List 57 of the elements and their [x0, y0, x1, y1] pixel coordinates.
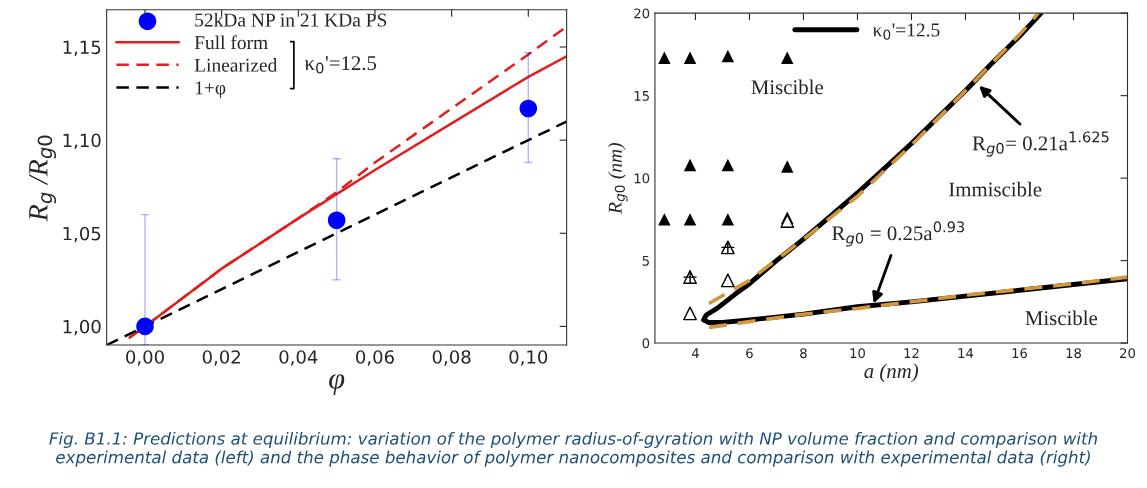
y-tick-label: 0	[642, 338, 650, 349]
x-axis-title: a (nm)	[864, 363, 919, 383]
x-tick-label: 0,08	[432, 350, 471, 366]
x-axis-title: φ	[329, 374, 345, 396]
point	[519, 99, 538, 118]
point	[136, 317, 154, 336]
y-tick-label: 5	[642, 255, 649, 266]
caption: Fig. B1.1: Predictions at equilibrium: variation of the polymer radius-of-gyration with NP volume fraction and comparison with experimental data (left) and the phase behavior of polymer nanocomposites and comparison with experimental data (right)	[49, 431, 1097, 467]
y-tick-label: 1,15	[63, 40, 101, 56]
x-tick-label: 6	[746, 348, 753, 359]
point	[721, 49, 735, 63]
legend-label: 1+φ	[195, 81, 226, 99]
x-tick-label: 12	[904, 348, 919, 358]
annotation: Miscible	[1025, 310, 1098, 326]
x-tick-label: 4	[691, 348, 699, 358]
y-tick-label: 1,05	[63, 226, 101, 243]
legend-label: κ$_{0}$'=12.5	[872, 23, 940, 40]
point	[780, 214, 795, 228]
y-tick-label: 20	[634, 8, 650, 19]
x-tick-label: 0,04	[279, 350, 318, 366]
y-axis-title: R$_{g}$ /R$_{g0}$	[29, 135, 57, 222]
point	[721, 213, 735, 226]
point	[781, 160, 794, 173]
point	[327, 211, 346, 230]
x-tick-label: 0,10	[509, 350, 548, 366]
x-tick-label: 0,00	[126, 350, 164, 366]
x-tick-label: 0,02	[202, 350, 240, 366]
y-tick-label: 15	[634, 91, 649, 101]
annotation: Miscible	[751, 79, 823, 95]
x-tick-label: 14	[958, 348, 974, 358]
legend-label: Linearized	[194, 58, 278, 72]
annotation: κ$_{0}$'=12.5	[304, 56, 377, 74]
point	[683, 213, 697, 226]
x-tick-label: 8	[800, 348, 807, 359]
line-series	[707, 275, 1128, 330]
point	[658, 51, 671, 64]
legend-label: Full form	[194, 35, 268, 50]
point	[658, 213, 671, 226]
annotation: R$_{g0}$ = 0.25a$^{0.93}$	[832, 221, 965, 247]
point	[721, 158, 735, 172]
y-tick-label: 10	[634, 173, 650, 184]
point	[683, 306, 697, 321]
x-tick-label: 20	[1120, 348, 1136, 359]
x-tick-label: 18	[1066, 348, 1081, 359]
annotation: Immiscible	[949, 181, 1042, 197]
x-tick-label: 10	[850, 348, 865, 359]
y-axis-title: R$_{g0}$ (nm)	[608, 143, 628, 214]
y-tick-label: 1,10	[63, 133, 101, 150]
point	[720, 273, 735, 288]
y-tick-label: 1,00	[63, 319, 101, 336]
point	[781, 51, 794, 64]
point	[683, 51, 697, 64]
x-tick-label: 16	[1012, 348, 1028, 359]
point	[683, 158, 697, 172]
x-tick-label: 0,06	[356, 350, 394, 366]
legend-label: 52kDa NP in 21 KDa PS	[195, 12, 387, 27]
annotation: R$_{g0}$= 0.21a$^{1.625}$	[972, 131, 1109, 157]
